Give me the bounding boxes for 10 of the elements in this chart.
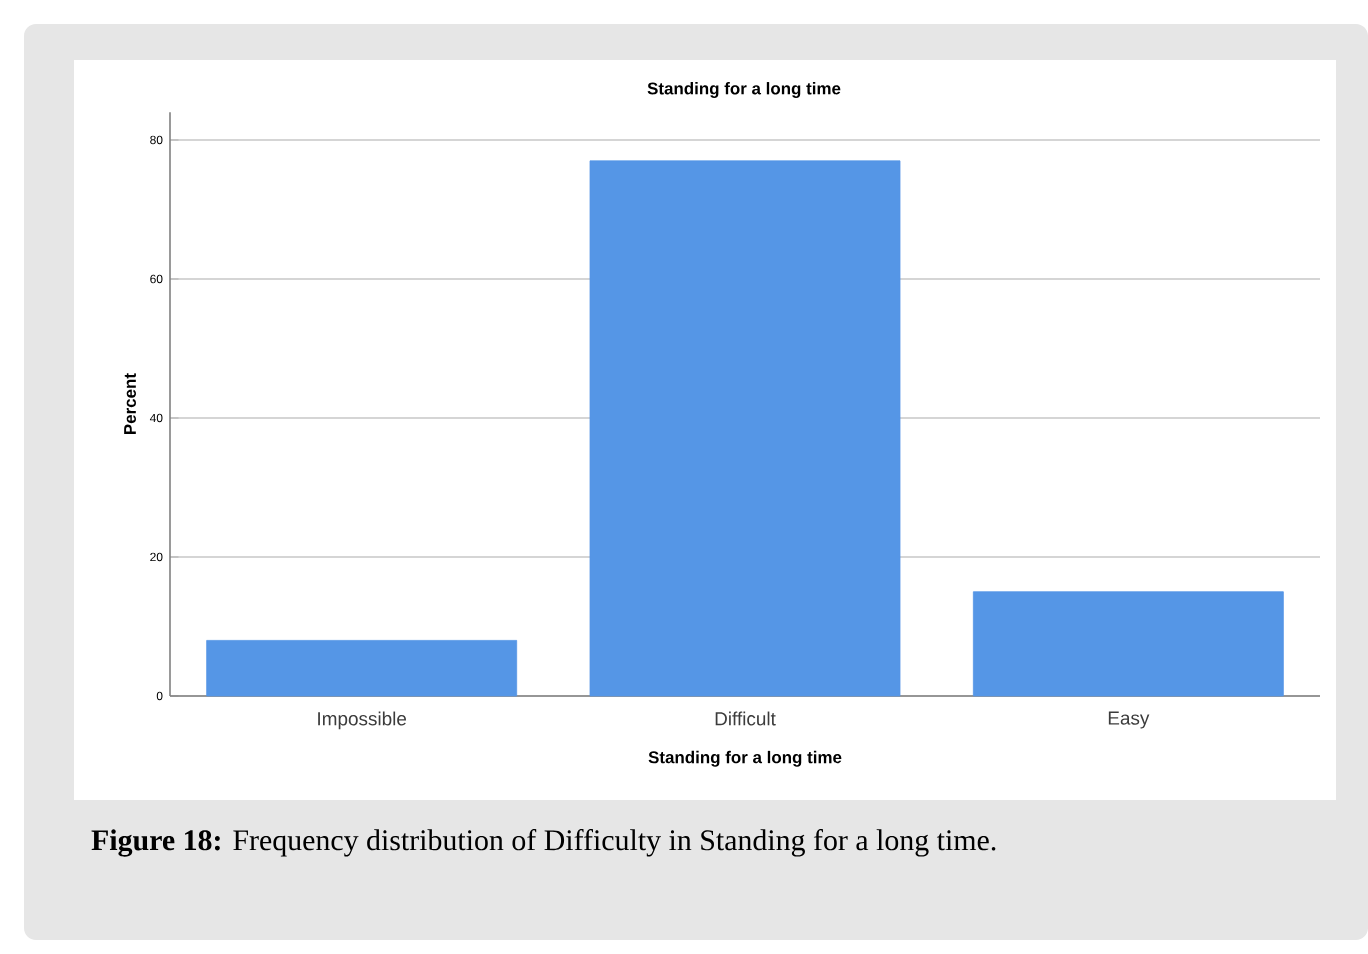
bar (972, 591, 1284, 697)
x-axis-title: Standing for a long time (648, 750, 842, 767)
x-tick-label: Easy (1108, 711, 1150, 729)
x-tick-label: Impossible (318, 711, 407, 730)
bar (206, 640, 518, 697)
bar (589, 160, 901, 697)
chart-title: Standing for a long time (647, 82, 841, 98)
x-tick-label: Difficult (715, 711, 776, 726)
y-axis-title: Percent (124, 373, 136, 435)
text: Figure 18: Frequency distribution of Difficulty in Standing for a long time. (91, 829, 996, 857)
